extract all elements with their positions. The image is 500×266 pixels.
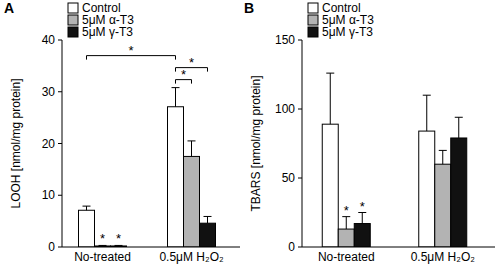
significance-mark: * [128, 43, 133, 58]
error-bar [426, 95, 427, 131]
tick-mark [58, 143, 62, 144]
panel-label: A [4, 0, 14, 16]
significance-mark: * [189, 55, 194, 70]
tick-mark [298, 40, 302, 41]
bar [338, 229, 354, 247]
category-label: No-treated [318, 250, 375, 264]
error-bar [346, 217, 347, 229]
legend-label: 5μM γ-T3 [82, 25, 133, 39]
y-axis-label: TBARS [nmol/mg protein] [249, 75, 263, 211]
panel-label: B [244, 0, 254, 16]
bar [200, 223, 216, 247]
error-cap [423, 95, 431, 96]
tick-mark [298, 109, 302, 110]
error-cap [326, 73, 334, 74]
x-axis [62, 247, 240, 248]
error-cap [83, 206, 91, 207]
tick-label: 40 [42, 33, 56, 47]
significance-mark: * [360, 199, 365, 214]
bar [79, 210, 95, 247]
panel: A LOOH [nmol/mg protein] 0 10 20 30 40 No-treat… [4, 0, 240, 264]
error-bar [330, 73, 331, 124]
tick-label: 100 [275, 102, 295, 116]
bar [168, 107, 184, 247]
error-cap [172, 87, 180, 88]
tick-mark [58, 91, 62, 92]
tick-mark [58, 40, 62, 41]
bar [419, 131, 435, 247]
significance-mark: * [181, 67, 186, 82]
bar [322, 124, 338, 247]
tick-label: 10 [42, 188, 56, 202]
bar [354, 224, 370, 247]
legend-swatch [308, 3, 318, 13]
error-cap [439, 150, 447, 151]
bar [451, 138, 467, 247]
legend-swatch [308, 15, 318, 25]
error-bar [442, 150, 443, 164]
error-bar [191, 141, 192, 157]
error-cap [455, 117, 463, 118]
y-axis-label: LOOH [nmol/mg protein] [9, 78, 23, 208]
error-bar [458, 117, 459, 138]
tick-mark [298, 247, 302, 248]
tick-label: 20 [42, 137, 56, 151]
marks [79, 88, 216, 247]
error-bar [362, 213, 363, 224]
significance-mark: * [344, 203, 349, 218]
tick-mark [58, 195, 62, 196]
category-label: 0.5μM H₂O₂ [411, 250, 476, 264]
significance-mark: * [116, 231, 121, 246]
y-axis [302, 40, 303, 247]
tick-label: 0 [48, 240, 55, 254]
significance-mark: * [100, 231, 105, 246]
legend-swatch [68, 15, 78, 25]
error-cap [204, 216, 212, 217]
error-bar [175, 88, 176, 107]
error-bar [207, 216, 208, 223]
legend-swatch [308, 27, 318, 37]
error-bar [86, 206, 87, 210]
figure: A LOOH [nmol/mg protein] 0 10 20 30 40 No-treat… [0, 0, 500, 266]
bar [435, 164, 451, 247]
tick-label: 0 [288, 240, 295, 254]
marks [322, 73, 467, 247]
tick-label: 50 [282, 171, 296, 185]
panel: B TBARS [nmol/mg protein] 0 50 100 150 No-trea… [244, 0, 495, 264]
legend-label: 5μM γ-T3 [322, 25, 373, 39]
bar [184, 156, 200, 247]
x-axis [302, 247, 495, 248]
legend-swatch [68, 27, 78, 37]
legend: Control5μM α-T35μM γ-T3 [68, 1, 134, 39]
tick-label: 150 [275, 33, 295, 47]
category-label: 0.5μM H₂O₂ [159, 250, 224, 264]
category-label: No-treated [74, 250, 131, 264]
tick-mark [58, 247, 62, 248]
legend-swatch [68, 3, 78, 13]
y-axis [62, 40, 63, 247]
legend: Control5μM α-T35μM γ-T3 [308, 1, 374, 39]
tick-label: 30 [42, 85, 56, 99]
tick-mark [298, 178, 302, 179]
error-cap [188, 140, 196, 141]
